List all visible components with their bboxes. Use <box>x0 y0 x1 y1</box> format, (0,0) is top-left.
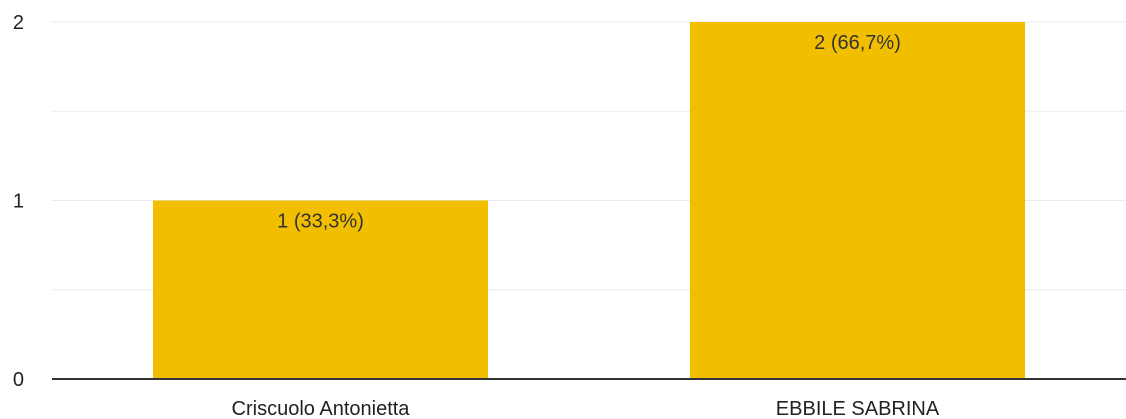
y-tick-label: 2 <box>13 12 24 34</box>
y-axis-ticks: 0 1 2 <box>13 12 24 391</box>
x-category-label: Criscuolo Antonietta <box>232 398 411 419</box>
x-category-label: EBBILE SABRINA <box>776 398 940 419</box>
bars <box>152 22 1026 379</box>
bar <box>152 200 489 379</box>
x-axis-categories: Criscuolo Antonietta EBBILE SABRINA <box>232 398 940 419</box>
bar <box>689 22 1026 379</box>
data-labels: 1 (33,3%) 2 (66,7%) <box>277 32 901 233</box>
bar-data-label: 1 (33,3%) <box>277 211 364 233</box>
y-tick-label: 1 <box>13 191 24 213</box>
y-tick-label: 0 <box>13 369 24 391</box>
bar-data-label: 2 (66,7%) <box>814 32 901 54</box>
